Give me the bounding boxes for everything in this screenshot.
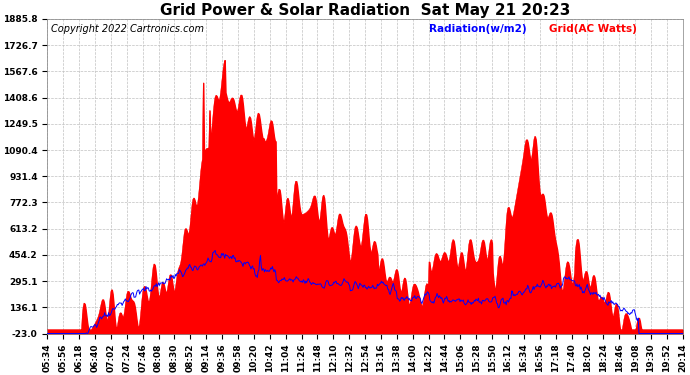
- Text: Radiation(w/m2): Radiation(w/m2): [428, 24, 526, 34]
- Title: Grid Power & Solar Radiation  Sat May 21 20:23: Grid Power & Solar Radiation Sat May 21 …: [160, 3, 570, 18]
- Text: Grid(AC Watts): Grid(AC Watts): [549, 24, 637, 34]
- Text: Copyright 2022 Cartronics.com: Copyright 2022 Cartronics.com: [50, 24, 204, 34]
